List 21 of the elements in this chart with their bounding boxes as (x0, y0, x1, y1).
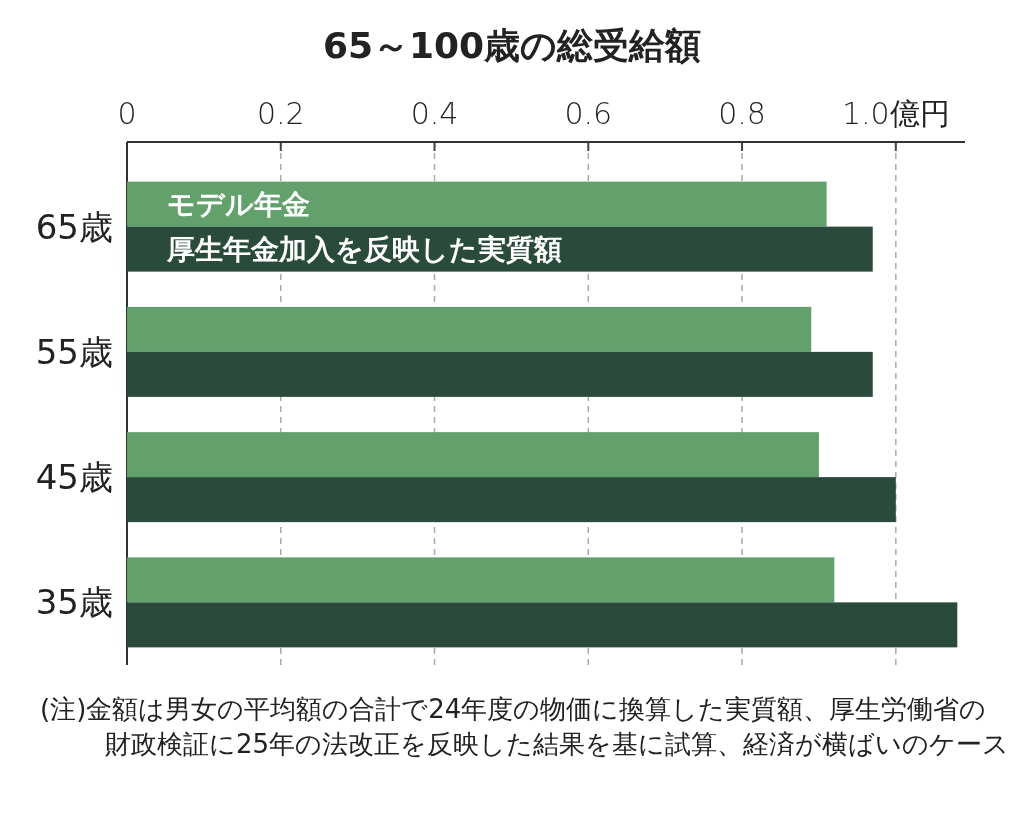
bar (127, 306, 812, 352)
x-tick-label: 0.8 (718, 96, 766, 131)
x-tick-label: 1.0億円 (841, 96, 950, 131)
x-tick-label: 0 (117, 96, 137, 131)
bar (127, 181, 827, 227)
y-tick-label: 65歳 (35, 206, 113, 247)
bar (127, 432, 819, 478)
text: (注)金額は男女の平均額の合計で24年度の物価に換算した実質額、厚生労働省の財政検証に25年の法改正を反映した結果を基に試算、経済が横ばいのケース (40, 694, 1010, 759)
series-label: モデル年金 (167, 188, 310, 222)
chart-title: 65～100歳の総受給額 (322, 25, 702, 66)
bar (127, 602, 958, 648)
x-tick-label: 0.6 (564, 96, 613, 131)
x-tick-label: 0.2 (256, 96, 305, 131)
y-tick-label: 55歳 (35, 331, 113, 372)
series-label: 厚生年金加入を反映した実質額 (166, 233, 562, 267)
bar (127, 477, 896, 523)
bar (127, 351, 873, 397)
bar (127, 557, 835, 603)
y-tick-label: 35歳 (35, 582, 113, 623)
y-tick-label: 45歳 (35, 457, 113, 498)
x-tick-label: 0.4 (410, 96, 459, 131)
